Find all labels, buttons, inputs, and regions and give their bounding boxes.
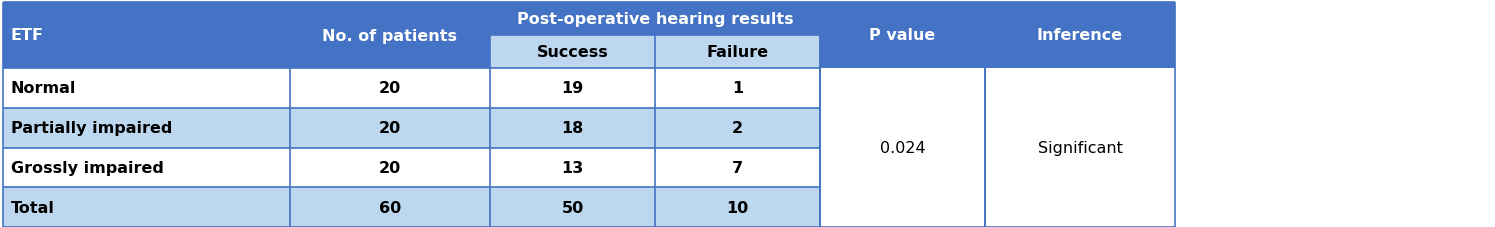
- Bar: [490, 36, 655, 69]
- Bar: [3, 36, 290, 69]
- Bar: [490, 69, 655, 108]
- Bar: [290, 148, 490, 188]
- Text: Inference: Inference: [1038, 28, 1123, 43]
- Text: Significant: Significant: [1038, 140, 1123, 155]
- Text: 13: 13: [562, 160, 583, 175]
- Bar: [490, 108, 655, 148]
- Bar: [985, 108, 1175, 148]
- Text: Post-operative hearing results: Post-operative hearing results: [517, 12, 794, 27]
- Bar: [655, 108, 819, 148]
- Text: Grossly impaired: Grossly impaired: [10, 160, 164, 175]
- Text: Normal: Normal: [10, 81, 76, 96]
- Bar: [490, 188, 655, 227]
- Bar: [3, 69, 290, 108]
- Bar: [655, 188, 819, 227]
- Bar: [290, 36, 490, 69]
- Bar: [655, 36, 819, 69]
- Bar: [290, 69, 490, 108]
- Bar: [490, 148, 655, 188]
- Text: 20: 20: [378, 81, 401, 96]
- Bar: [290, 108, 490, 148]
- Bar: [290, 3, 490, 36]
- Bar: [3, 3, 290, 36]
- Bar: [3, 108, 290, 148]
- Text: 19: 19: [562, 81, 583, 96]
- Bar: [655, 148, 819, 188]
- Text: 10: 10: [727, 200, 749, 215]
- Text: 7: 7: [733, 160, 743, 175]
- Text: 20: 20: [378, 160, 401, 175]
- Text: 2: 2: [733, 121, 743, 136]
- Text: P value: P value: [870, 28, 936, 43]
- Bar: [985, 148, 1175, 188]
- Text: Failure: Failure: [707, 45, 768, 60]
- Text: Partially impaired: Partially impaired: [10, 121, 172, 136]
- Text: 0.024: 0.024: [879, 140, 925, 155]
- Text: Success: Success: [537, 45, 608, 60]
- Bar: [819, 69, 985, 108]
- Bar: [655, 3, 819, 36]
- Text: ETF: ETF: [10, 28, 43, 43]
- Bar: [819, 148, 985, 188]
- Bar: [985, 3, 1175, 69]
- Bar: [655, 69, 819, 108]
- Bar: [3, 188, 290, 227]
- Text: 18: 18: [562, 121, 583, 136]
- Bar: [819, 3, 985, 69]
- Text: 1: 1: [733, 81, 743, 96]
- Bar: [819, 108, 985, 148]
- Bar: [490, 3, 655, 36]
- Text: 50: 50: [562, 200, 583, 215]
- Text: Total: Total: [10, 200, 55, 215]
- Text: No. of patients: No. of patients: [323, 28, 457, 43]
- Bar: [985, 69, 1175, 108]
- Text: 60: 60: [378, 200, 401, 215]
- Bar: [819, 188, 985, 227]
- Text: 20: 20: [378, 121, 401, 136]
- Bar: [985, 188, 1175, 227]
- Bar: [3, 148, 290, 188]
- Bar: [290, 188, 490, 227]
